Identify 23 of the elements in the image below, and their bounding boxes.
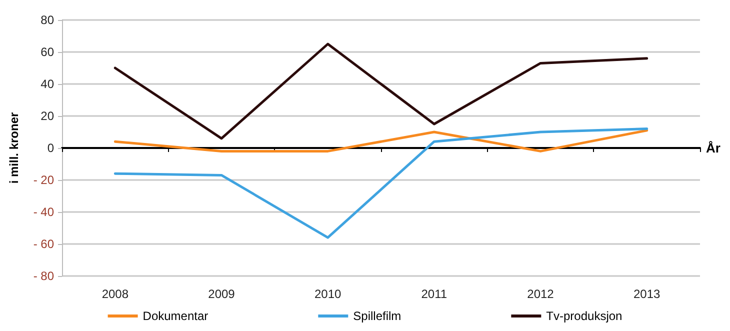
x-tick-label: 2010 — [314, 287, 342, 301]
x-axis-title: År — [706, 140, 720, 156]
x-tick-label: 2012 — [527, 287, 554, 301]
y-tick-label: - 40 — [33, 205, 54, 219]
line-series — [114, 129, 648, 152]
legend-label: Dokumentar — [142, 309, 208, 323]
y-tick-label: - 80 — [33, 269, 54, 283]
legend-label: Tv-produksjon — [546, 309, 622, 323]
y-tick-label: - 60 — [33, 237, 54, 251]
x-tick-label: 2011 — [421, 287, 448, 301]
x-tick-label: 2009 — [208, 287, 236, 301]
y-tick-label: - 20 — [33, 173, 54, 187]
y-axis-title: i mill. kroner — [7, 112, 21, 184]
y-tick-label: 20 — [40, 109, 54, 123]
y-tick-label: 0 — [47, 141, 54, 155]
y-tick-label: 40 — [40, 77, 54, 91]
x-tick-label: 2013 — [633, 287, 661, 301]
line-series — [114, 128, 648, 239]
x-tick-label: 2008 — [102, 287, 129, 301]
y-tick-label: 80 — [40, 13, 54, 27]
legend-label: Spillefilm — [353, 309, 402, 323]
line-series — [114, 42, 648, 140]
y-tick-label: 60 — [40, 45, 54, 59]
